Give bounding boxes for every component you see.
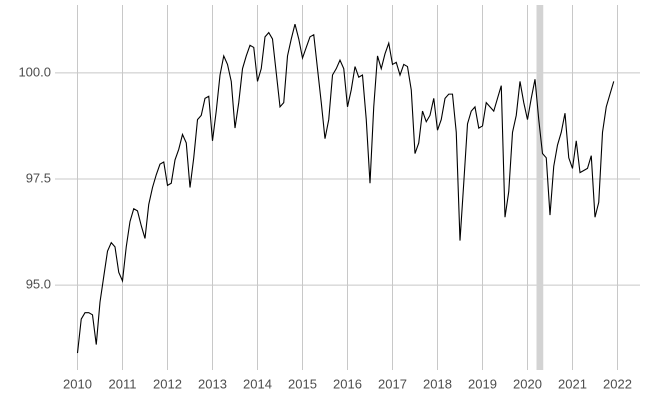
y-tick-label: 95.0 [26, 277, 51, 292]
x-tick-label: 2022 [603, 376, 632, 391]
x-tick-label: 2021 [558, 376, 587, 391]
x-tick-label: 2011 [109, 376, 137, 391]
y-tick-label: 97.5 [26, 170, 51, 185]
y-tick-label: 100.0 [18, 64, 51, 79]
x-tick-label: 2010 [63, 376, 92, 391]
x-tick-label: 2014 [243, 376, 272, 391]
x-tick-label: 2019 [468, 376, 497, 391]
x-tick-label: 2016 [333, 376, 362, 391]
x-tick-label: 2015 [288, 376, 317, 391]
x-tick-label: 2012 [153, 376, 182, 391]
highlight-band [536, 5, 544, 370]
data-line [76, 23, 615, 354]
x-tick-label: 2018 [423, 376, 452, 391]
x-tick-label: 2017 [378, 376, 407, 391]
x-tick-label: 2013 [198, 376, 227, 391]
x-tick-label: 2020 [513, 376, 542, 391]
